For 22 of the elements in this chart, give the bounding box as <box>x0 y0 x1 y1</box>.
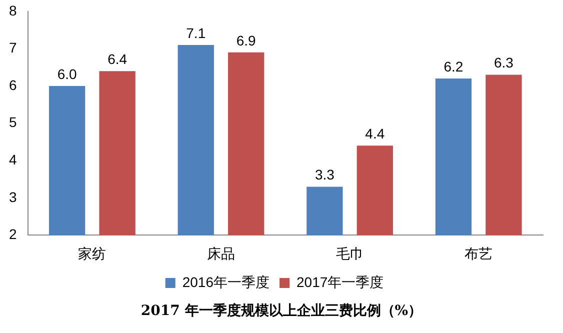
text: 2017 年一季度规模以上企业三费比例（%） <box>140 302 424 320</box>
y-tick-label: 4 <box>8 151 17 168</box>
data-label: 6.4 <box>108 50 128 67</box>
legend-label: 2016年一季度 <box>182 274 270 290</box>
y-tick-label: 3 <box>8 188 17 205</box>
x-tick-label: 布艺 <box>464 245 493 262</box>
y-tick-label: 2 <box>8 226 17 242</box>
y-tick-label: 7 <box>8 40 17 56</box>
data-label: 7.1 <box>186 24 206 41</box>
x-tick-label: 毛巾 <box>336 245 364 262</box>
x-tick-label: 家纺 <box>78 245 106 262</box>
data-label: 4.4 <box>365 126 385 142</box>
data-label: 6.2 <box>444 58 464 74</box>
data-label: 6.9 <box>236 32 256 48</box>
data-label: 6.3 <box>494 54 514 71</box>
data-label: 3.3 <box>314 166 335 183</box>
y-tick-label: 8 <box>8 2 17 18</box>
x-tick-label: 床品 <box>206 245 235 262</box>
y-tick-label: 6 <box>8 76 17 93</box>
y-tick-label: 5 <box>8 114 17 130</box>
legend-label: 2017年一季度 <box>296 274 384 290</box>
data-label: 6.0 <box>57 66 78 82</box>
